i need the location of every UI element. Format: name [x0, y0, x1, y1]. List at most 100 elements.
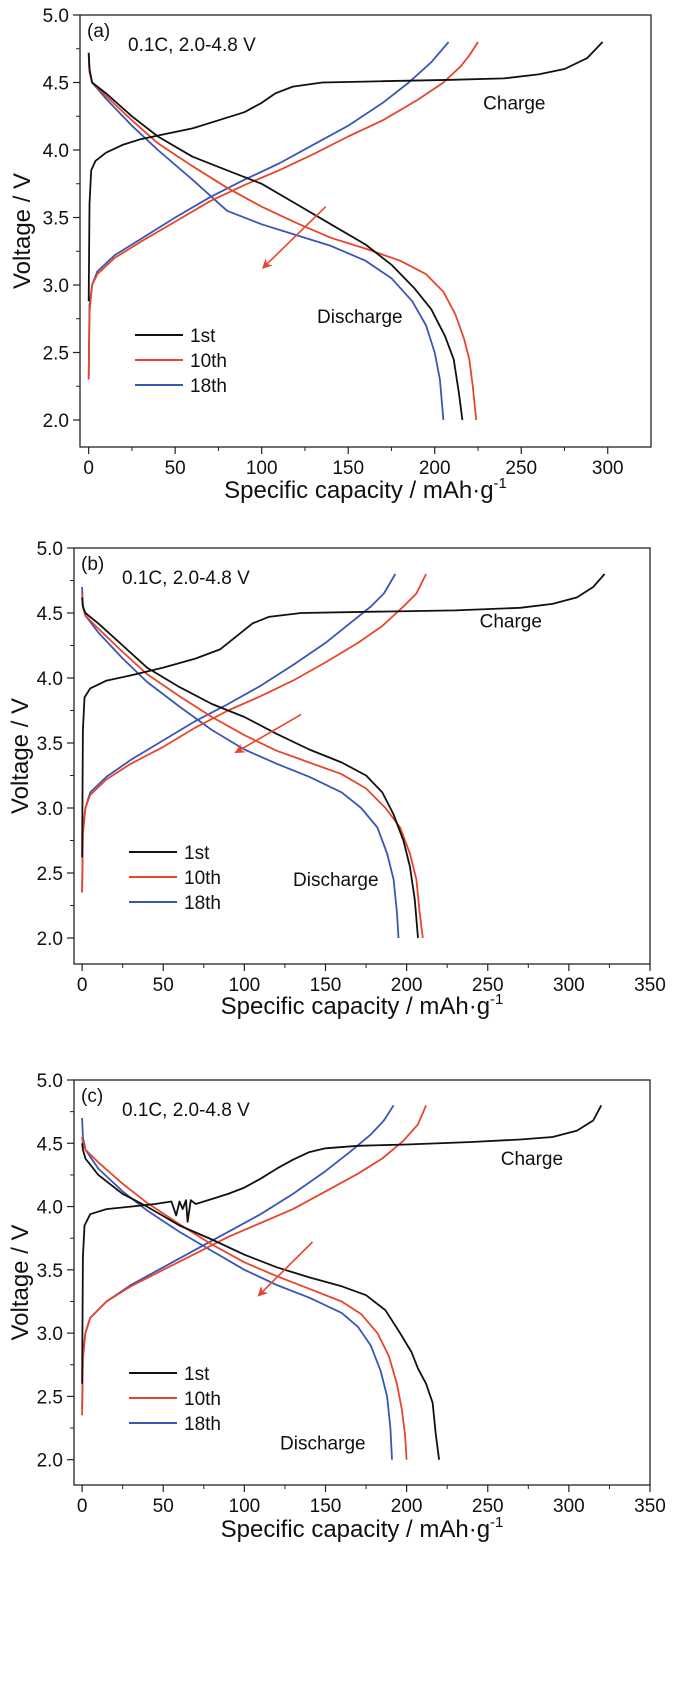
y-tick-label: 5.0	[37, 1071, 63, 1092]
legend-label-1st: 1st	[190, 326, 216, 347]
x-tick-label: 300	[553, 975, 585, 996]
condition-label: 0.1C, 2.0-4.8 V	[128, 35, 256, 56]
y-tick-label: 4.5	[43, 74, 69, 95]
x-tick-label: 100	[246, 458, 278, 479]
trend-arrow	[234, 713, 302, 754]
series-10th-discharge-line	[81, 593, 424, 939]
x-tick-label: 50	[165, 458, 186, 479]
series-10th-discharge-line	[87, 52, 478, 421]
x-axis-title: Specific capacity / mAh·g-1	[221, 991, 504, 1020]
x-tick-label: 0	[77, 1496, 88, 1517]
legend-label-10th: 10th	[184, 868, 221, 889]
panel-label: (a)	[87, 21, 110, 42]
y-tick-label: 3.0	[43, 276, 69, 297]
condition-label: 0.1C, 2.0-4.8 V	[122, 568, 250, 589]
charge-annotation: Charge	[480, 611, 542, 632]
curves	[81, 573, 606, 939]
y-axis-title: Voltage / V	[7, 1224, 34, 1340]
chart-panel-2: 0 50 100 150 200 250 300 350 2.0 2.5 3.0 3.5 4.0 4.5 5…	[7, 539, 666, 1020]
y-tick-label: 4.5	[37, 1134, 63, 1155]
legend-label-1st: 1st	[184, 1364, 210, 1385]
y-tick-label: 5.0	[43, 6, 69, 27]
legend-label-18th: 18th	[184, 893, 221, 914]
y-tick-label: 4.0	[37, 1198, 63, 1219]
plot-frame	[73, 547, 651, 965]
series-10th-charge-line	[87, 41, 479, 380]
x-tick-label: 300	[592, 458, 624, 479]
legend-label-18th: 18th	[184, 1414, 221, 1435]
y-tick-label: 3.5	[37, 1261, 63, 1282]
series-18th-discharge-line	[81, 1117, 393, 1460]
discharge-annotation: Discharge	[317, 307, 403, 328]
x-tick-label: 200	[391, 1496, 423, 1517]
charge-annotation: Charge	[483, 94, 545, 115]
x-tick-label: 350	[634, 1496, 666, 1517]
y-tick-label: 2.0	[37, 1451, 63, 1472]
series-18th-charge-line	[81, 1104, 395, 1410]
discharge-annotation: Discharge	[293, 870, 379, 891]
x-tick-label: 200	[391, 975, 423, 996]
curves	[81, 1104, 603, 1460]
curves	[87, 41, 604, 421]
plot-frame	[79, 14, 652, 448]
series-1st-charge-line	[81, 1104, 603, 1384]
y-tick-label: 3.0	[37, 1324, 63, 1345]
y-axis-title: Voltage / V	[9, 173, 36, 289]
y-tick-label: 3.0	[37, 799, 63, 820]
x-axis-title: Specific capacity / mAh·g-1	[224, 475, 507, 504]
legend-label-1st: 1st	[184, 843, 210, 864]
x-tick-label: 50	[153, 975, 174, 996]
condition-label: 0.1C, 2.0-4.8 V	[122, 1100, 250, 1121]
panel-label: (c)	[81, 1086, 103, 1107]
series-1st-charge-line	[81, 573, 606, 858]
x-tick-label: 100	[229, 975, 261, 996]
x-axis-title-main: Specific capacity / mAh·g	[221, 993, 490, 1020]
y-tick-label: 4.0	[43, 141, 69, 162]
series-10th-charge-line	[81, 573, 427, 893]
series-18th-discharge-line	[87, 55, 445, 421]
series-18th-charge-line	[81, 573, 397, 893]
trend-arrow	[261, 206, 327, 269]
y-tick-label: 2.5	[37, 1387, 63, 1408]
x-axis-title: Specific capacity / mAh·g-1	[221, 1514, 504, 1543]
chart-panel-3: 0 50 100 150 200 250 300 350 2.0 2.5 3.0 3.5 4.0 4.5 5…	[7, 1071, 666, 1543]
legend-label-10th: 10th	[190, 351, 227, 372]
series-10th-discharge-line	[81, 1136, 408, 1460]
y-tick-label: 5.0	[37, 539, 63, 560]
y-axis-title: Voltage / V	[7, 698, 34, 814]
series-18th-discharge-line	[81, 586, 400, 939]
charge-annotation: Charge	[501, 1149, 563, 1170]
y-tick-label: 4.0	[37, 669, 63, 690]
x-tick-label: 250	[472, 975, 504, 996]
x-axis-title-superscript: -1	[494, 475, 507, 492]
x-tick-label: 50	[153, 1496, 174, 1517]
x-tick-label: 150	[310, 1496, 342, 1517]
x-tick-label: 150	[332, 458, 364, 479]
x-tick-label: 250	[472, 1496, 504, 1517]
x-tick-label: 200	[419, 458, 451, 479]
series-1st-discharge-line	[87, 52, 464, 421]
legend-label-18th: 18th	[190, 376, 227, 397]
x-tick-label: 350	[634, 975, 666, 996]
x-axis-title-main: Specific capacity / mAh·g	[224, 477, 493, 504]
x-axis-title-superscript: -1	[490, 1514, 503, 1531]
panel-label: (b)	[81, 554, 104, 575]
y-tick-label: 4.5	[37, 604, 63, 625]
plot-frame	[73, 1079, 651, 1486]
y-tick-label: 2.0	[37, 929, 63, 950]
legend-label-10th: 10th	[184, 1389, 221, 1410]
x-tick-label: 100	[229, 1496, 261, 1517]
y-tick-label: 2.0	[43, 411, 69, 432]
discharge-annotation: Discharge	[280, 1434, 366, 1455]
x-tick-label: 300	[553, 1496, 585, 1517]
y-tick-label: 2.5	[43, 344, 69, 365]
series-1st-discharge-line	[81, 1143, 440, 1460]
y-tick-label: 3.5	[43, 209, 69, 230]
x-tick-label: 150	[310, 975, 342, 996]
trend-arrow	[257, 1241, 314, 1297]
x-tick-label: 250	[505, 458, 537, 479]
series-1st-discharge-line	[81, 597, 419, 939]
y-tick-label: 3.5	[37, 734, 63, 755]
x-axis-title-superscript: -1	[490, 991, 503, 1008]
